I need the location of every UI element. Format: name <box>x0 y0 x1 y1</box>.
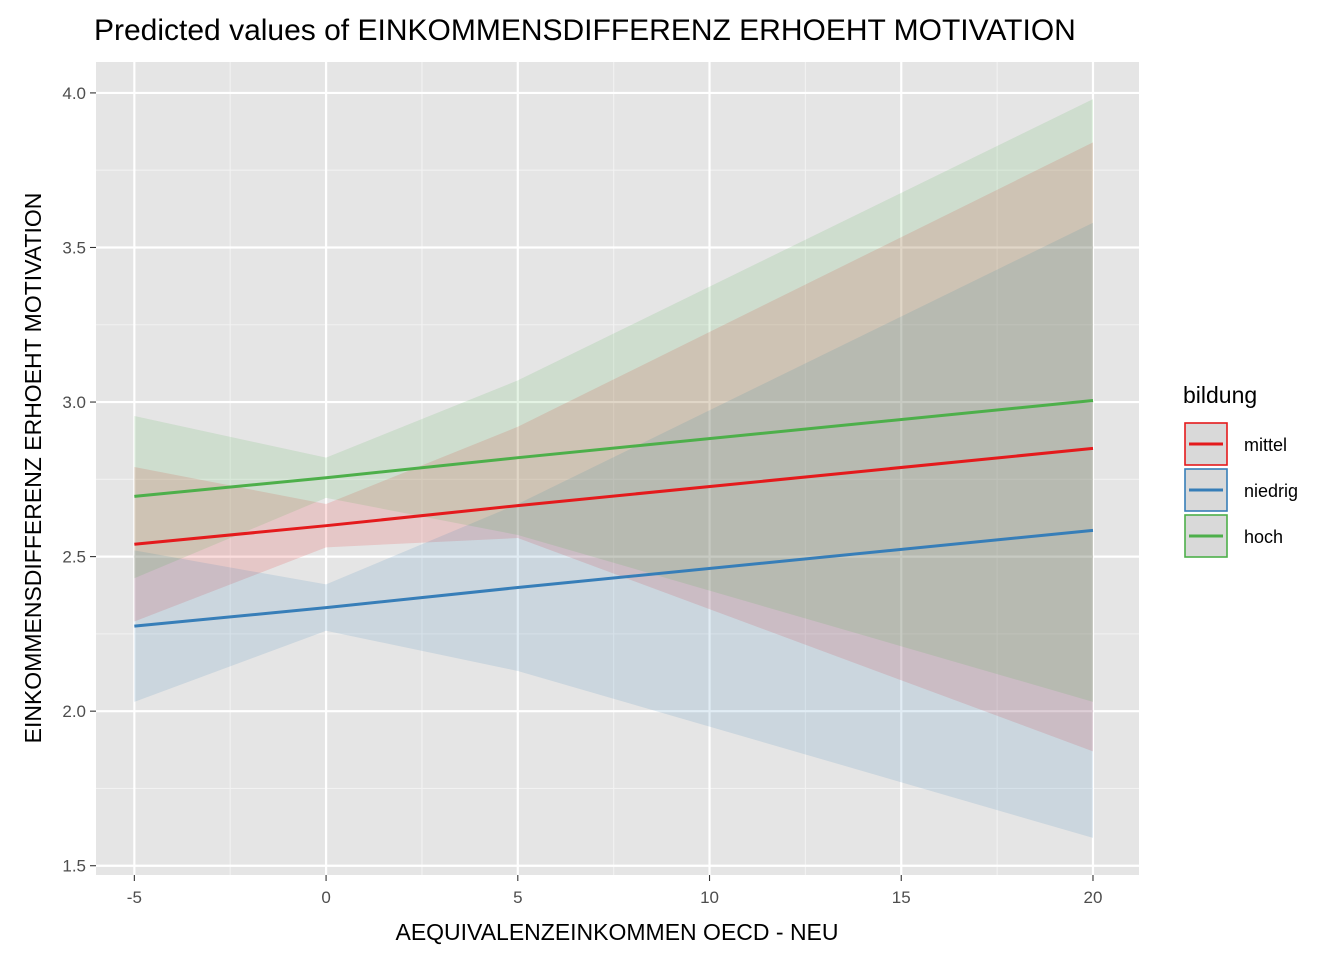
legend-label-mittel: mittel <box>1244 435 1287 455</box>
chart-title: Predicted values of EINKOMMENSDIFFERENZ … <box>94 14 1076 47</box>
prediction-line-mittel <box>134 446 1094 546</box>
x-axis: -5 0 5 10 15 20 <box>127 875 1103 907</box>
plot-panel <box>96 62 1139 875</box>
legend: bildung mittel niedrig hoch <box>1183 382 1298 558</box>
legend-item-mittel: mittel <box>1184 422 1287 466</box>
y-tick-label: 2.0 <box>62 702 86 721</box>
x-tick-label: -5 <box>127 888 142 907</box>
legend-label-hoch: hoch <box>1244 527 1283 547</box>
y-tick-label: 1.5 <box>62 857 86 876</box>
x-axis-title: AEQUIVALENZEINKOMMEN OECD - NEU <box>395 919 838 945</box>
y-axis: 1.5 2.0 2.5 3.0 3.5 4.0 <box>62 84 96 876</box>
y-tick-label: 3.0 <box>62 393 86 412</box>
x-tick-label: 10 <box>700 888 719 907</box>
y-tick-label: 3.5 <box>62 238 86 257</box>
legend-label-niedrig: niedrig <box>1244 481 1298 501</box>
legend-title: bildung <box>1183 382 1257 408</box>
legend-item-niedrig: niedrig <box>1184 468 1298 512</box>
x-tick-label: 5 <box>513 888 522 907</box>
confidence-band-niedrig <box>134 222 1093 838</box>
y-axis-title: EINKOMMENSDIFFERENZ ERHOEHT MOTIVATION <box>20 193 46 744</box>
confidence-band-hoch <box>134 99 1093 702</box>
x-tick-label: 0 <box>321 888 330 907</box>
y-tick-label: 2.5 <box>62 548 86 567</box>
prediction-lines <box>134 398 1094 628</box>
x-tick-label: 15 <box>892 888 911 907</box>
y-tick-label: 4.0 <box>62 84 86 103</box>
legend-item-hoch: hoch <box>1184 514 1283 558</box>
x-tick-label: 20 <box>1084 888 1103 907</box>
prediction-line-niedrig <box>134 528 1094 628</box>
prediction-line-hoch <box>134 398 1094 498</box>
legend-items: mittel niedrig hoch <box>1184 422 1298 558</box>
